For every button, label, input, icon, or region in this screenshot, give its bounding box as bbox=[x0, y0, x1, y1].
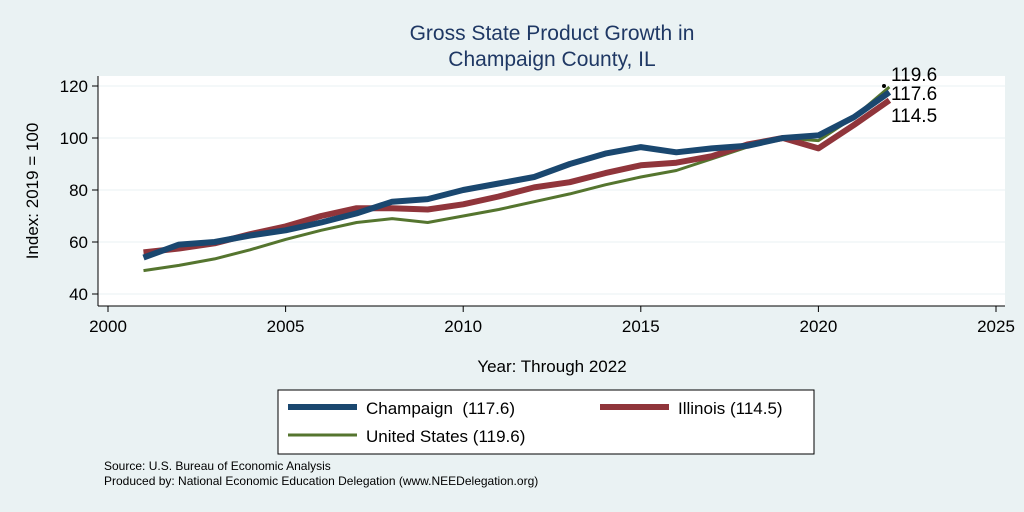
x-tick-label: 2010 bbox=[444, 317, 482, 336]
legend: Champaign (117.6) Illinois (114.5) Unite… bbox=[277, 389, 815, 455]
legend-label-illinois: Illinois (114.5) bbox=[678, 399, 783, 418]
legend-label-champaign: Champaign (117.6) bbox=[366, 399, 515, 418]
x-tick-label: 2020 bbox=[799, 317, 837, 336]
chart-title-line-2: Champaign County, IL bbox=[448, 48, 655, 71]
grid bbox=[98, 85, 1005, 295]
y-tick-label: 100 bbox=[60, 129, 88, 148]
end-label-dot bbox=[882, 84, 886, 88]
series-line-champaign bbox=[142, 89, 892, 261]
y-tick-label: 60 bbox=[69, 233, 88, 252]
end-label-illinois: 114.5 bbox=[891, 106, 937, 127]
plot-area bbox=[98, 76, 1005, 306]
y-ticks: 40 60 80 100 120 bbox=[60, 77, 98, 304]
y-tick-label: 120 bbox=[60, 77, 88, 96]
end-label-us: 119.6 bbox=[891, 65, 937, 86]
end-labels: 119.6 117.6 114.5 bbox=[882, 65, 937, 127]
y-tick-label: 40 bbox=[69, 285, 88, 304]
x-tick-label: 2015 bbox=[622, 317, 660, 336]
series-lines bbox=[142, 85, 892, 273]
x-tick-label: 2000 bbox=[89, 317, 127, 336]
x-axis-title: Year: Through 2022 bbox=[477, 357, 626, 376]
y-tick-label: 80 bbox=[69, 181, 88, 200]
produced-note: Produced by: National Economic Education… bbox=[104, 474, 539, 488]
legend-box bbox=[277, 389, 815, 455]
legend-label-us: United States (119.6) bbox=[366, 427, 525, 446]
x-tick-label: 2005 bbox=[267, 317, 305, 336]
y-axis-title: Index: 2019 = 100 bbox=[23, 123, 42, 260]
x-ticks: 2000 2005 2010 2015 2020 2025 bbox=[89, 306, 1015, 336]
chart-title-line-1: Gross State Product Growth in bbox=[410, 22, 695, 45]
source-note: Source: U.S. Bureau of Economic Analysis bbox=[104, 459, 331, 473]
end-label-champaign: 117.6 bbox=[891, 84, 937, 105]
x-tick-label: 2025 bbox=[977, 317, 1015, 336]
